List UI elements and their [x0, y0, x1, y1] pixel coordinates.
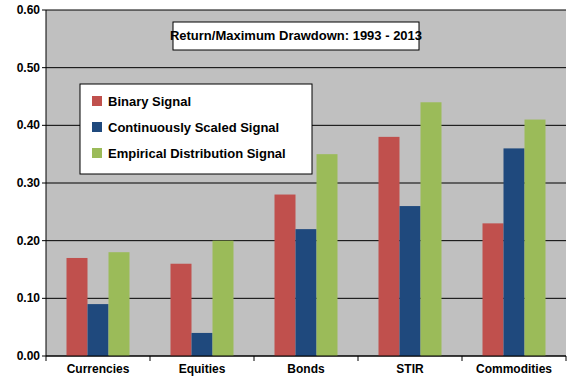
y-axis — [46, 10, 47, 356]
y-tick — [42, 10, 46, 11]
grid-line — [46, 10, 566, 11]
y-tick-label: 0.10 — [17, 291, 41, 305]
legend-label: Empirical Distribution Signal — [108, 146, 286, 161]
x-tick-label: STIR — [396, 362, 424, 376]
title: Return/Maximum Drawdown: 1993 - 2013 — [170, 28, 422, 43]
x-tick-label: Equities — [179, 362, 226, 376]
y-tick-label: 0.60 — [17, 3, 41, 17]
chart-root: 0.00 0.10 0.20 0.30 0.40 0.50 0.60 Currencies Eq… — [0, 0, 576, 384]
y-tick — [42, 240, 46, 241]
bar — [296, 229, 317, 356]
bar — [525, 120, 546, 356]
legend: Binary Signal Continuously Scaled Signal E… — [80, 84, 312, 174]
bar — [317, 154, 338, 356]
y-tick — [42, 125, 46, 126]
bar — [192, 333, 213, 356]
y-tick — [42, 298, 46, 299]
x-tick — [358, 356, 359, 361]
bar — [421, 102, 442, 356]
y-tick — [42, 356, 46, 357]
x-tick — [150, 356, 151, 361]
x-tick — [46, 356, 47, 361]
plot-area — [46, 10, 566, 356]
legend-swatch — [92, 122, 102, 132]
legend-swatch — [92, 148, 102, 158]
bar — [483, 223, 504, 356]
y-tick — [42, 67, 46, 68]
x-axis — [46, 356, 566, 357]
legend-box — [80, 84, 312, 174]
grid-line — [46, 183, 566, 184]
x-tick-label: Bonds — [287, 362, 325, 376]
y-tick — [42, 183, 46, 184]
x-tick — [254, 356, 255, 361]
bar — [379, 137, 400, 356]
bar — [171, 264, 192, 356]
y-tick-label: 0.20 — [17, 234, 41, 248]
bar — [88, 304, 109, 356]
y-tick-label: 0.30 — [17, 176, 41, 190]
legend-label: Binary Signal — [108, 94, 191, 109]
legend-swatch — [92, 96, 102, 106]
chart-svg: 0.00 0.10 0.20 0.30 0.40 0.50 0.60 Currencies Eq… — [0, 0, 576, 384]
x-tick — [566, 356, 567, 361]
bar — [109, 252, 130, 356]
y-tick-label: 0.40 — [17, 118, 41, 132]
x-tick-label: Commodities — [476, 362, 552, 376]
bar — [275, 195, 296, 356]
bar — [400, 206, 421, 356]
legend-label: Continuously Scaled Signal — [108, 120, 279, 135]
grid-line — [46, 67, 566, 68]
bar — [67, 258, 88, 356]
bar — [504, 148, 525, 356]
y-tick-label: 0.00 — [17, 349, 41, 363]
y-tick-label: 0.50 — [17, 61, 41, 75]
grid-line — [46, 356, 566, 357]
bar — [213, 241, 234, 356]
x-tick-label: Currencies — [67, 362, 130, 376]
x-tick — [462, 356, 463, 361]
